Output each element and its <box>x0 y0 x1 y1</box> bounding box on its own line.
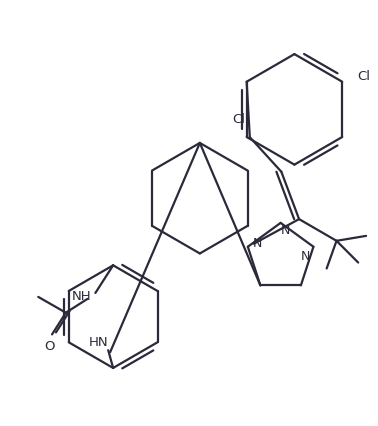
Text: Cl: Cl <box>357 70 370 83</box>
Text: N: N <box>281 224 290 237</box>
Text: Cl: Cl <box>232 113 245 126</box>
Text: O: O <box>44 340 54 353</box>
Text: N: N <box>301 250 310 263</box>
Text: HN: HN <box>88 336 108 349</box>
Text: N: N <box>253 237 262 250</box>
Text: NH: NH <box>72 291 91 303</box>
